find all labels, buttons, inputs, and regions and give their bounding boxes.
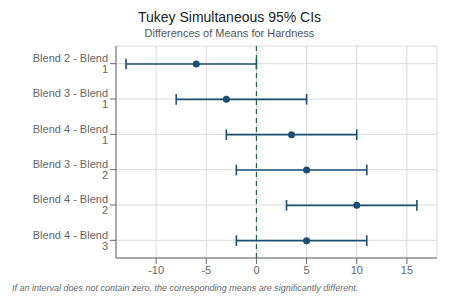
svg-text:Blend 4 - Blend2: Blend 4 - Blend2: [33, 193, 108, 216]
svg-text:-10: -10: [148, 264, 164, 276]
svg-text:Blend 4 - Blend1: Blend 4 - Blend1: [33, 123, 108, 146]
svg-text:0: 0: [253, 264, 259, 276]
html-text:Tukey Simultaneous 95% CIs: Tukey Simultaneous 95% CIs: [137, 9, 322, 25]
svg-text:5: 5: [304, 264, 310, 276]
svg-text:Blend 2 - Blend1: Blend 2 - Blend1: [33, 52, 108, 75]
svg-text:10: 10: [351, 264, 363, 276]
svg-text:-5: -5: [201, 264, 211, 276]
svg-text:15: 15: [401, 264, 413, 276]
svg-text:Blend 3 - Blend2: Blend 3 - Blend2: [33, 158, 108, 181]
svg-text:Blend 3 - Blend1: Blend 3 - Blend1: [33, 87, 108, 110]
html-text:Differences of Means for Hardn: Differences of Means for Hardness: [144, 27, 315, 39]
html-text:If an interval does not contai: If an interval does not contain zero, th…: [12, 283, 359, 293]
svg-text:Blend 4 - Blend3: Blend 4 - Blend3: [33, 229, 108, 252]
